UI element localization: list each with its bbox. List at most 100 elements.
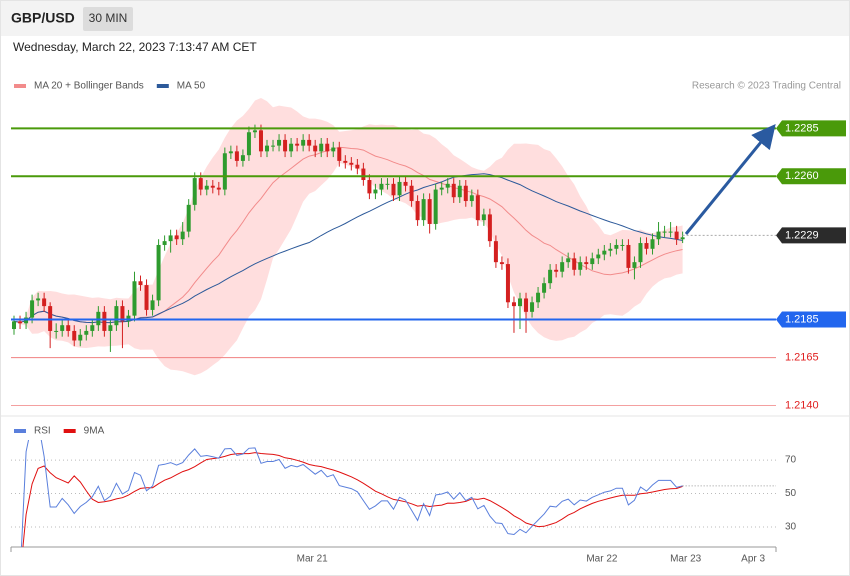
- candle-body: [78, 334, 83, 341]
- candle-body: [662, 231, 667, 233]
- candle-body: [439, 187, 444, 190]
- candle-body: [566, 258, 571, 263]
- candle-body: [295, 143, 300, 146]
- interval-button[interactable]: [83, 7, 133, 31]
- interval[interactable]: 30 MIN: [89, 11, 128, 25]
- x-tick-label: Apr 3: [741, 554, 765, 565]
- candle-body: [307, 139, 312, 146]
- level-label-box: [776, 227, 846, 244]
- legend-swatch: [14, 429, 26, 433]
- legend-label: 9MA: [84, 426, 105, 437]
- candle-body: [54, 330, 59, 332]
- candle-body: [638, 243, 643, 263]
- candle-body: [114, 306, 119, 326]
- candle-body: [168, 235, 173, 242]
- candle-body: [72, 330, 77, 341]
- candle-body: [138, 281, 143, 286]
- y-tick-label: 70: [785, 455, 797, 466]
- candle-body: [536, 292, 541, 303]
- timestamp: Wednesday, March 22, 2023 7:13:47 AM CET: [13, 40, 257, 54]
- candle-body: [391, 183, 396, 196]
- candle-body: [421, 199, 426, 221]
- candle-body: [234, 151, 239, 161]
- bollinger-band: [14, 98, 683, 376]
- candle-body: [542, 283, 547, 293]
- candle-body: [265, 145, 270, 152]
- rsi-line: [20, 440, 683, 547]
- candle-body: [12, 321, 17, 330]
- candle-body: [656, 231, 661, 240]
- candle-body: [222, 153, 227, 190]
- candle-body: [674, 231, 679, 240]
- candle-body: [258, 130, 263, 152]
- price-levels: 1.2285 1.2260 1.2229 1.2185 1.2165 1.2140: [11, 120, 846, 411]
- candle-body: [650, 239, 655, 249]
- candle-body: [162, 241, 167, 245]
- candle-body: [156, 244, 161, 301]
- candle-body: [337, 147, 342, 161]
- symbol: GBP/USD: [11, 10, 75, 26]
- candle-body: [499, 262, 504, 265]
- rsi-panel: 30 50 70 Mar 21 Mar 22 Mar 23 Apr 3: [10, 455, 797, 565]
- rsi-plot: [20, 440, 776, 547]
- candle-body: [578, 262, 583, 270]
- x-tick-label: Mar 21: [297, 554, 329, 565]
- candle-body: [228, 151, 233, 154]
- candle-body: [252, 130, 257, 133]
- candle-body: [66, 325, 71, 331]
- level-label: 1.2285: [785, 122, 819, 134]
- candle-body: [144, 285, 149, 310]
- candle-body: [644, 243, 649, 249]
- candle-body: [397, 181, 402, 196]
- legend-label: MA 50: [177, 81, 206, 92]
- level-label: 1.2165: [785, 352, 819, 364]
- level-label: 1.2185: [785, 313, 819, 325]
- candle-body: [186, 204, 191, 232]
- candle-body: [216, 187, 221, 190]
- candle-body: [385, 183, 390, 185]
- candle-body: [554, 269, 559, 272]
- candle-body: [409, 185, 414, 202]
- legend-swatch: [14, 84, 26, 88]
- candle-body: [632, 262, 637, 268]
- candle-body: [487, 214, 492, 242]
- level-label-box: [776, 311, 846, 328]
- x-tick-label: Mar 23: [670, 554, 702, 565]
- legend-swatch: [156, 84, 169, 88]
- candle-body: [530, 302, 535, 312]
- x-tick-label: Mar 22: [586, 554, 618, 565]
- candle-body: [30, 300, 35, 318]
- candle-body: [379, 183, 384, 190]
- level-label: 1.2140: [785, 399, 819, 411]
- candle-body: [475, 195, 480, 221]
- candle-body: [602, 250, 607, 255]
- candle-body: [36, 298, 41, 301]
- legend-label: RSI: [34, 426, 51, 437]
- candle-body: [42, 298, 47, 307]
- candle-body: [572, 258, 577, 270]
- candle-body: [198, 178, 203, 190]
- level-label: 1.2260: [785, 170, 819, 182]
- rsi-ma-line: [22, 452, 683, 547]
- candle-body: [445, 183, 450, 188]
- candle-body: [246, 132, 251, 156]
- candle-body: [325, 143, 330, 152]
- candle-body: [90, 325, 95, 331]
- legend-label: MA 20 + Bollinger Bands: [34, 81, 144, 92]
- candle-body: [355, 164, 360, 169]
- candle-body: [331, 147, 336, 152]
- candle-body: [84, 330, 89, 335]
- candle-body: [469, 195, 474, 202]
- candle-body: [451, 183, 456, 198]
- candle-body: [204, 185, 209, 190]
- candle-body: [596, 254, 601, 259]
- candle-body: [626, 244, 631, 268]
- candle-body: [668, 231, 673, 233]
- candle-body: [608, 248, 613, 251]
- candle-body: [463, 185, 468, 202]
- candle-body: [174, 235, 179, 240]
- candle-body: [319, 143, 324, 152]
- candle-body: [560, 262, 565, 272]
- candle-body: [590, 258, 595, 265]
- candle-body: [132, 281, 137, 316]
